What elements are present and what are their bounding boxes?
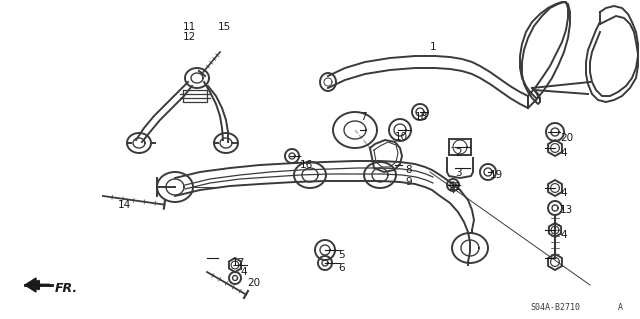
Text: 18: 18 bbox=[415, 112, 428, 122]
Text: 4: 4 bbox=[560, 148, 566, 158]
Polygon shape bbox=[25, 278, 36, 292]
Text: 10: 10 bbox=[395, 132, 408, 142]
Text: 14: 14 bbox=[118, 200, 131, 210]
Text: 12: 12 bbox=[183, 32, 196, 42]
Text: 5: 5 bbox=[338, 250, 344, 260]
Text: 13: 13 bbox=[560, 205, 573, 215]
Text: 4: 4 bbox=[240, 267, 246, 277]
Text: 9: 9 bbox=[405, 177, 412, 187]
Text: 1: 1 bbox=[430, 42, 436, 52]
Text: 2: 2 bbox=[455, 148, 461, 158]
Text: 21: 21 bbox=[448, 182, 461, 192]
Bar bbox=[449, 139, 471, 155]
Text: 15: 15 bbox=[218, 22, 231, 32]
Text: 4: 4 bbox=[560, 188, 566, 198]
Text: 20: 20 bbox=[560, 133, 573, 143]
Text: A: A bbox=[618, 303, 623, 312]
Text: 7: 7 bbox=[360, 112, 367, 122]
Text: 8: 8 bbox=[405, 165, 412, 175]
Text: 20: 20 bbox=[247, 278, 260, 288]
Text: 4: 4 bbox=[560, 230, 566, 240]
Text: 16: 16 bbox=[300, 160, 313, 170]
Text: 19: 19 bbox=[490, 170, 503, 180]
Text: 6: 6 bbox=[338, 263, 344, 273]
Text: S04A-B2710: S04A-B2710 bbox=[530, 303, 580, 312]
Text: 11: 11 bbox=[183, 22, 196, 32]
Text: 17: 17 bbox=[232, 258, 245, 268]
Text: 3: 3 bbox=[455, 168, 461, 178]
Text: FR.: FR. bbox=[55, 281, 78, 294]
